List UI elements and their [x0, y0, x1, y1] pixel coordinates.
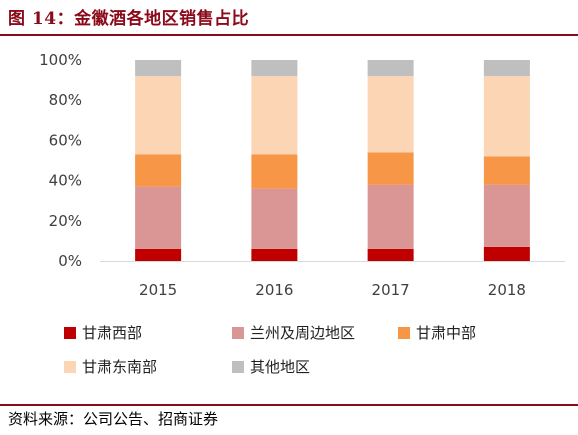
legend-item: 甘肃中部 [398, 322, 476, 343]
bar-segment [251, 188, 298, 249]
source-note: 资料来源：公司公告、招商证券 [8, 410, 219, 428]
bar-segment [483, 184, 530, 247]
x-tick-label: 2016 [255, 281, 293, 299]
legend-swatch [232, 360, 244, 373]
bar-segment [135, 154, 182, 187]
bar-segment [251, 248, 298, 261]
legend-label: 甘肃中部 [416, 324, 477, 342]
legend-item: 甘肃东南部 [64, 356, 157, 377]
legend-swatch [232, 326, 244, 339]
y-tick-label: 60% [49, 131, 82, 149]
x-tick-label: 2017 [372, 281, 410, 299]
legend-item: 甘肃西部 [64, 322, 142, 343]
y-tick-label: 100% [39, 51, 82, 69]
y-tick-label: 40% [49, 172, 82, 190]
chart-title: 图 14：金徽酒各地区销售占比 [8, 9, 250, 29]
bar-segment [367, 60, 414, 77]
bar-segment [367, 248, 414, 261]
legend-label: 甘肃东南部 [82, 358, 158, 376]
legend-item: 其他地区 [232, 356, 310, 377]
legend-label: 甘肃西部 [82, 324, 143, 342]
footer-divider [0, 404, 578, 406]
title-divider [0, 34, 578, 36]
bar-segment [135, 60, 182, 77]
legend-swatch [64, 360, 76, 373]
legend-swatch [398, 326, 410, 339]
legend-label: 其他地区 [250, 358, 311, 376]
x-tick-label: 2015 [139, 281, 177, 299]
bar-segment [251, 76, 298, 155]
legend-item: 兰州及周边地区 [232, 322, 355, 343]
bar-segment [135, 248, 182, 261]
x-tick-label: 2018 [488, 281, 526, 299]
y-tick-label: 80% [49, 91, 82, 109]
bar-segment [367, 76, 414, 153]
bar-segment [251, 60, 298, 77]
legend-label: 兰州及周边地区 [250, 324, 356, 342]
legend-swatch [64, 326, 76, 339]
y-tick-label: 20% [49, 212, 82, 230]
y-tick-label: 0% [58, 252, 82, 270]
bar-segment [251, 154, 298, 189]
bar-segment [483, 60, 530, 77]
stacked-bar-chart: 0% 20% 40% 60% 80% 100% 2015 2016 2017 2018 [39, 51, 565, 299]
bar-segment [483, 76, 530, 157]
bar-segment [483, 156, 530, 185]
bar-segment [367, 184, 414, 249]
bar-segment [135, 76, 182, 155]
bar-segment [483, 246, 530, 261]
bar-segment [135, 186, 182, 249]
bar-segment [367, 152, 414, 185]
